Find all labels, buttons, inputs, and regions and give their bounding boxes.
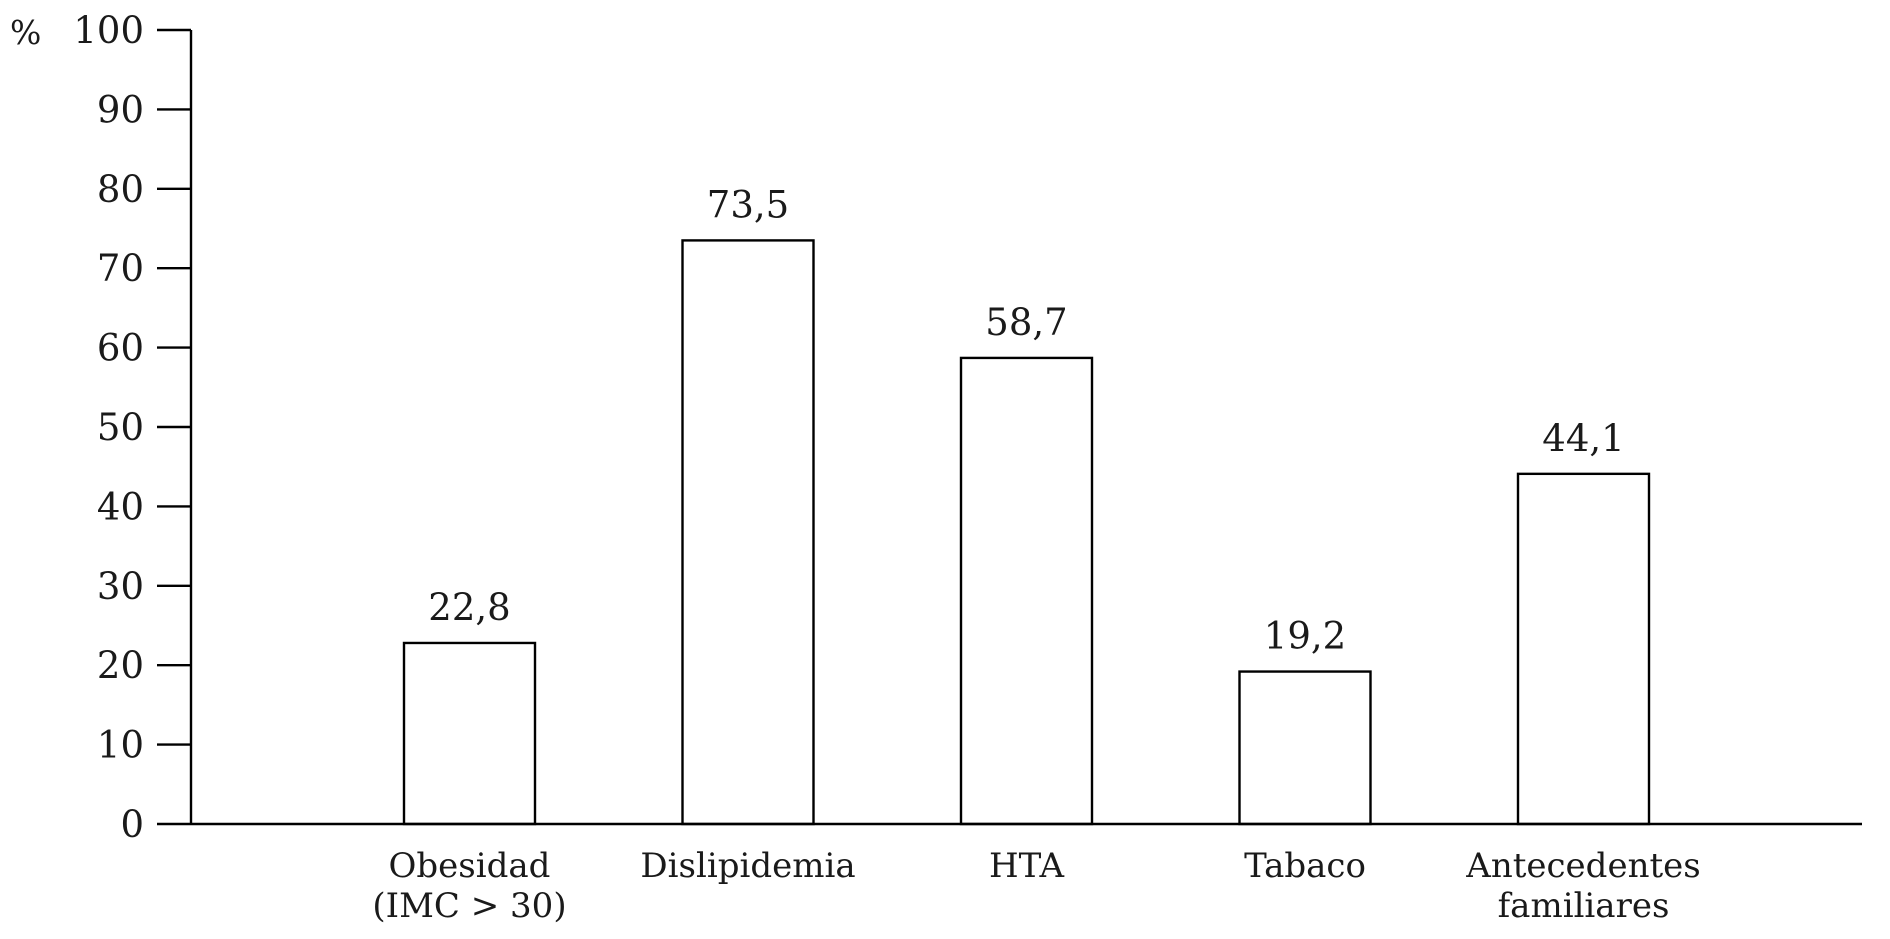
y-tick-label: 70	[97, 247, 144, 290]
data-labels: 22,8 73,5 58,7 19,2 44,1	[428, 183, 1624, 657]
bar-value-label: 58,7	[985, 301, 1067, 344]
bar	[402, 641, 537, 826]
y-tick-label: 50	[97, 406, 144, 449]
y-tick-label: 90	[97, 88, 144, 131]
y-tick-label: 80	[97, 168, 144, 211]
bar-value-label: 73,5	[707, 183, 789, 226]
x-category-label: (IMC > 30)	[372, 886, 566, 926]
y-tick-label: 0	[120, 803, 144, 846]
y-tick-label: 60	[97, 327, 144, 370]
x-category-label: HTA	[989, 846, 1064, 886]
y-tick-label: 10	[97, 724, 144, 767]
y-axis-unit-label: %	[10, 13, 41, 52]
x-category-label: Dislipidemia	[640, 846, 855, 886]
category-labels: Obesidad(IMC > 30) Dislipidemia HTA Tabaco A…	[372, 846, 1700, 926]
x-category-label: Antecedentes	[1465, 846, 1700, 886]
x-category-label: familiares	[1498, 886, 1670, 926]
x-category-label: Obesidad	[389, 846, 551, 886]
bar	[1516, 472, 1651, 826]
bar-value-label: 19,2	[1264, 615, 1346, 658]
x-category-label: Tabaco	[1244, 846, 1366, 886]
y-tick-label: 20	[97, 644, 144, 687]
bar	[959, 356, 1094, 826]
bar-value-label: 44,1	[1542, 417, 1624, 460]
bar	[681, 239, 815, 826]
bar-value-label: 22,8	[428, 586, 510, 629]
bar	[1238, 670, 1372, 826]
y-tick-label: 30	[97, 565, 144, 608]
bars	[402, 239, 1651, 826]
y-axis: 0 10 20 30 40 50 60 70 80 90 100	[73, 9, 193, 846]
y-tick-label: 100	[73, 9, 144, 52]
y-tick-label: 40	[97, 485, 144, 528]
